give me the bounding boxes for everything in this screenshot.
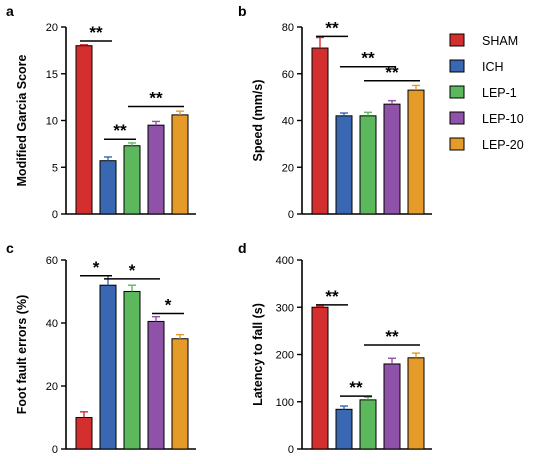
bar-d-ich xyxy=(335,408,353,450)
panel-letter-b: b xyxy=(238,3,247,19)
y-tick-label-a-1: 5 xyxy=(52,162,58,174)
bar-a-lep-1 xyxy=(123,145,141,215)
sig-label-c-1: * xyxy=(129,261,136,280)
panel-d: d Latency to fall (s) 0 100 200 300 400 ** ** ** xyxy=(238,240,432,456)
y-tick-label-d-2: 200 xyxy=(276,350,294,362)
sig-label-d-2: ** xyxy=(385,327,399,346)
y-axis-title-a: Modified Garcia Score xyxy=(15,54,29,186)
bar-c-lep-1 xyxy=(123,291,141,450)
panel-letter-d: d xyxy=(238,240,247,256)
y-tick-label-a-2: 10 xyxy=(46,116,58,128)
bar-a-ich xyxy=(99,160,117,215)
bar-c-ich xyxy=(99,284,117,450)
panel-letter-c: c xyxy=(6,240,14,256)
sig-label-b-0: ** xyxy=(325,18,339,37)
legend: SHAM ICH LEP-1 LEP-10 LEP-20 xyxy=(449,33,524,152)
sig-label-b-1: ** xyxy=(361,49,375,68)
bar-d-lep-1 xyxy=(359,399,377,450)
sig-label-a-0: ** xyxy=(89,23,103,42)
y-tick-label-a-4: 20 xyxy=(46,22,58,34)
y-tick-label-d-4: 400 xyxy=(276,255,294,267)
y-axis-title-b: Speed (mm/s) xyxy=(251,80,265,162)
sig-label-d-0: ** xyxy=(325,287,339,306)
bar-b-sham xyxy=(311,47,329,215)
sig-label-c-2: * xyxy=(165,296,172,315)
panel-a: a Modified Garcia Score 0 5 10 15 20 ** ** ** xyxy=(6,3,196,221)
legend-swatch-sham xyxy=(449,33,465,47)
sig-label-c-0: * xyxy=(93,258,100,277)
y-tick-label-c-0: 0 xyxy=(52,444,58,456)
y-tick-label-b-4: 80 xyxy=(282,22,294,34)
panel-c: c Foot fault errors (%) 0 20 40 60 * * * xyxy=(6,240,196,456)
legend-swatch-lep-1 xyxy=(449,85,465,99)
y-axis-title-d: Latency to fall (s) xyxy=(251,303,265,406)
bar-a-lep-10 xyxy=(147,124,165,215)
bar-b-ich xyxy=(335,115,353,215)
y-tick-label-b-2: 40 xyxy=(282,116,294,128)
y-tick-label-b-3: 60 xyxy=(282,69,294,81)
y-tick-label-c-2: 40 xyxy=(46,318,58,330)
sig-label-b-2: ** xyxy=(385,63,399,82)
legend-label-lep-10: LEP-10 xyxy=(482,112,524,126)
sig-label-a-1: ** xyxy=(113,121,127,140)
panel-b: b Speed (mm/s) 0 20 40 60 80 ** ** ** xyxy=(238,3,432,221)
bar-d-sham xyxy=(311,306,329,450)
bar-c-sham xyxy=(75,417,93,450)
bar-b-lep-10 xyxy=(383,103,401,215)
sig-label-a-2: ** xyxy=(149,88,163,107)
y-tick-label-a-0: 0 xyxy=(52,209,58,221)
y-tick-label-a-3: 15 xyxy=(46,69,58,81)
y-tick-label-d-3: 300 xyxy=(276,302,294,314)
bar-b-lep-20 xyxy=(407,89,425,215)
panel-letter-a: a xyxy=(6,3,14,19)
bar-c-lep-10 xyxy=(147,320,165,450)
legend-swatch-lep-20 xyxy=(449,137,465,151)
y-axis-title-c: Foot fault errors (%) xyxy=(15,295,29,414)
y-tick-label-c-3: 60 xyxy=(46,255,58,267)
y-tick-label-d-1: 100 xyxy=(276,397,294,409)
bar-a-sham xyxy=(75,45,93,215)
bar-a-lep-20 xyxy=(171,114,189,215)
y-tick-label-b-0: 0 xyxy=(288,209,294,221)
sig-label-d-1: ** xyxy=(349,378,363,397)
bar-c-lep-20 xyxy=(171,338,189,450)
y-tick-label-d-0: 0 xyxy=(288,444,294,456)
legend-label-ich: ICH xyxy=(482,60,504,74)
legend-swatch-ich xyxy=(449,59,465,73)
y-tick-label-c-1: 20 xyxy=(46,381,58,393)
legend-label-lep-20: LEP-20 xyxy=(482,138,524,152)
y-tick-label-b-1: 20 xyxy=(282,162,294,174)
bar-b-lep-1 xyxy=(359,115,377,215)
legend-label-lep-1: LEP-1 xyxy=(482,86,517,100)
bar-d-lep-20 xyxy=(407,357,425,450)
bar-d-lep-10 xyxy=(383,363,401,450)
legend-label-sham: SHAM xyxy=(482,34,518,48)
legend-swatch-lep-10 xyxy=(449,111,465,125)
